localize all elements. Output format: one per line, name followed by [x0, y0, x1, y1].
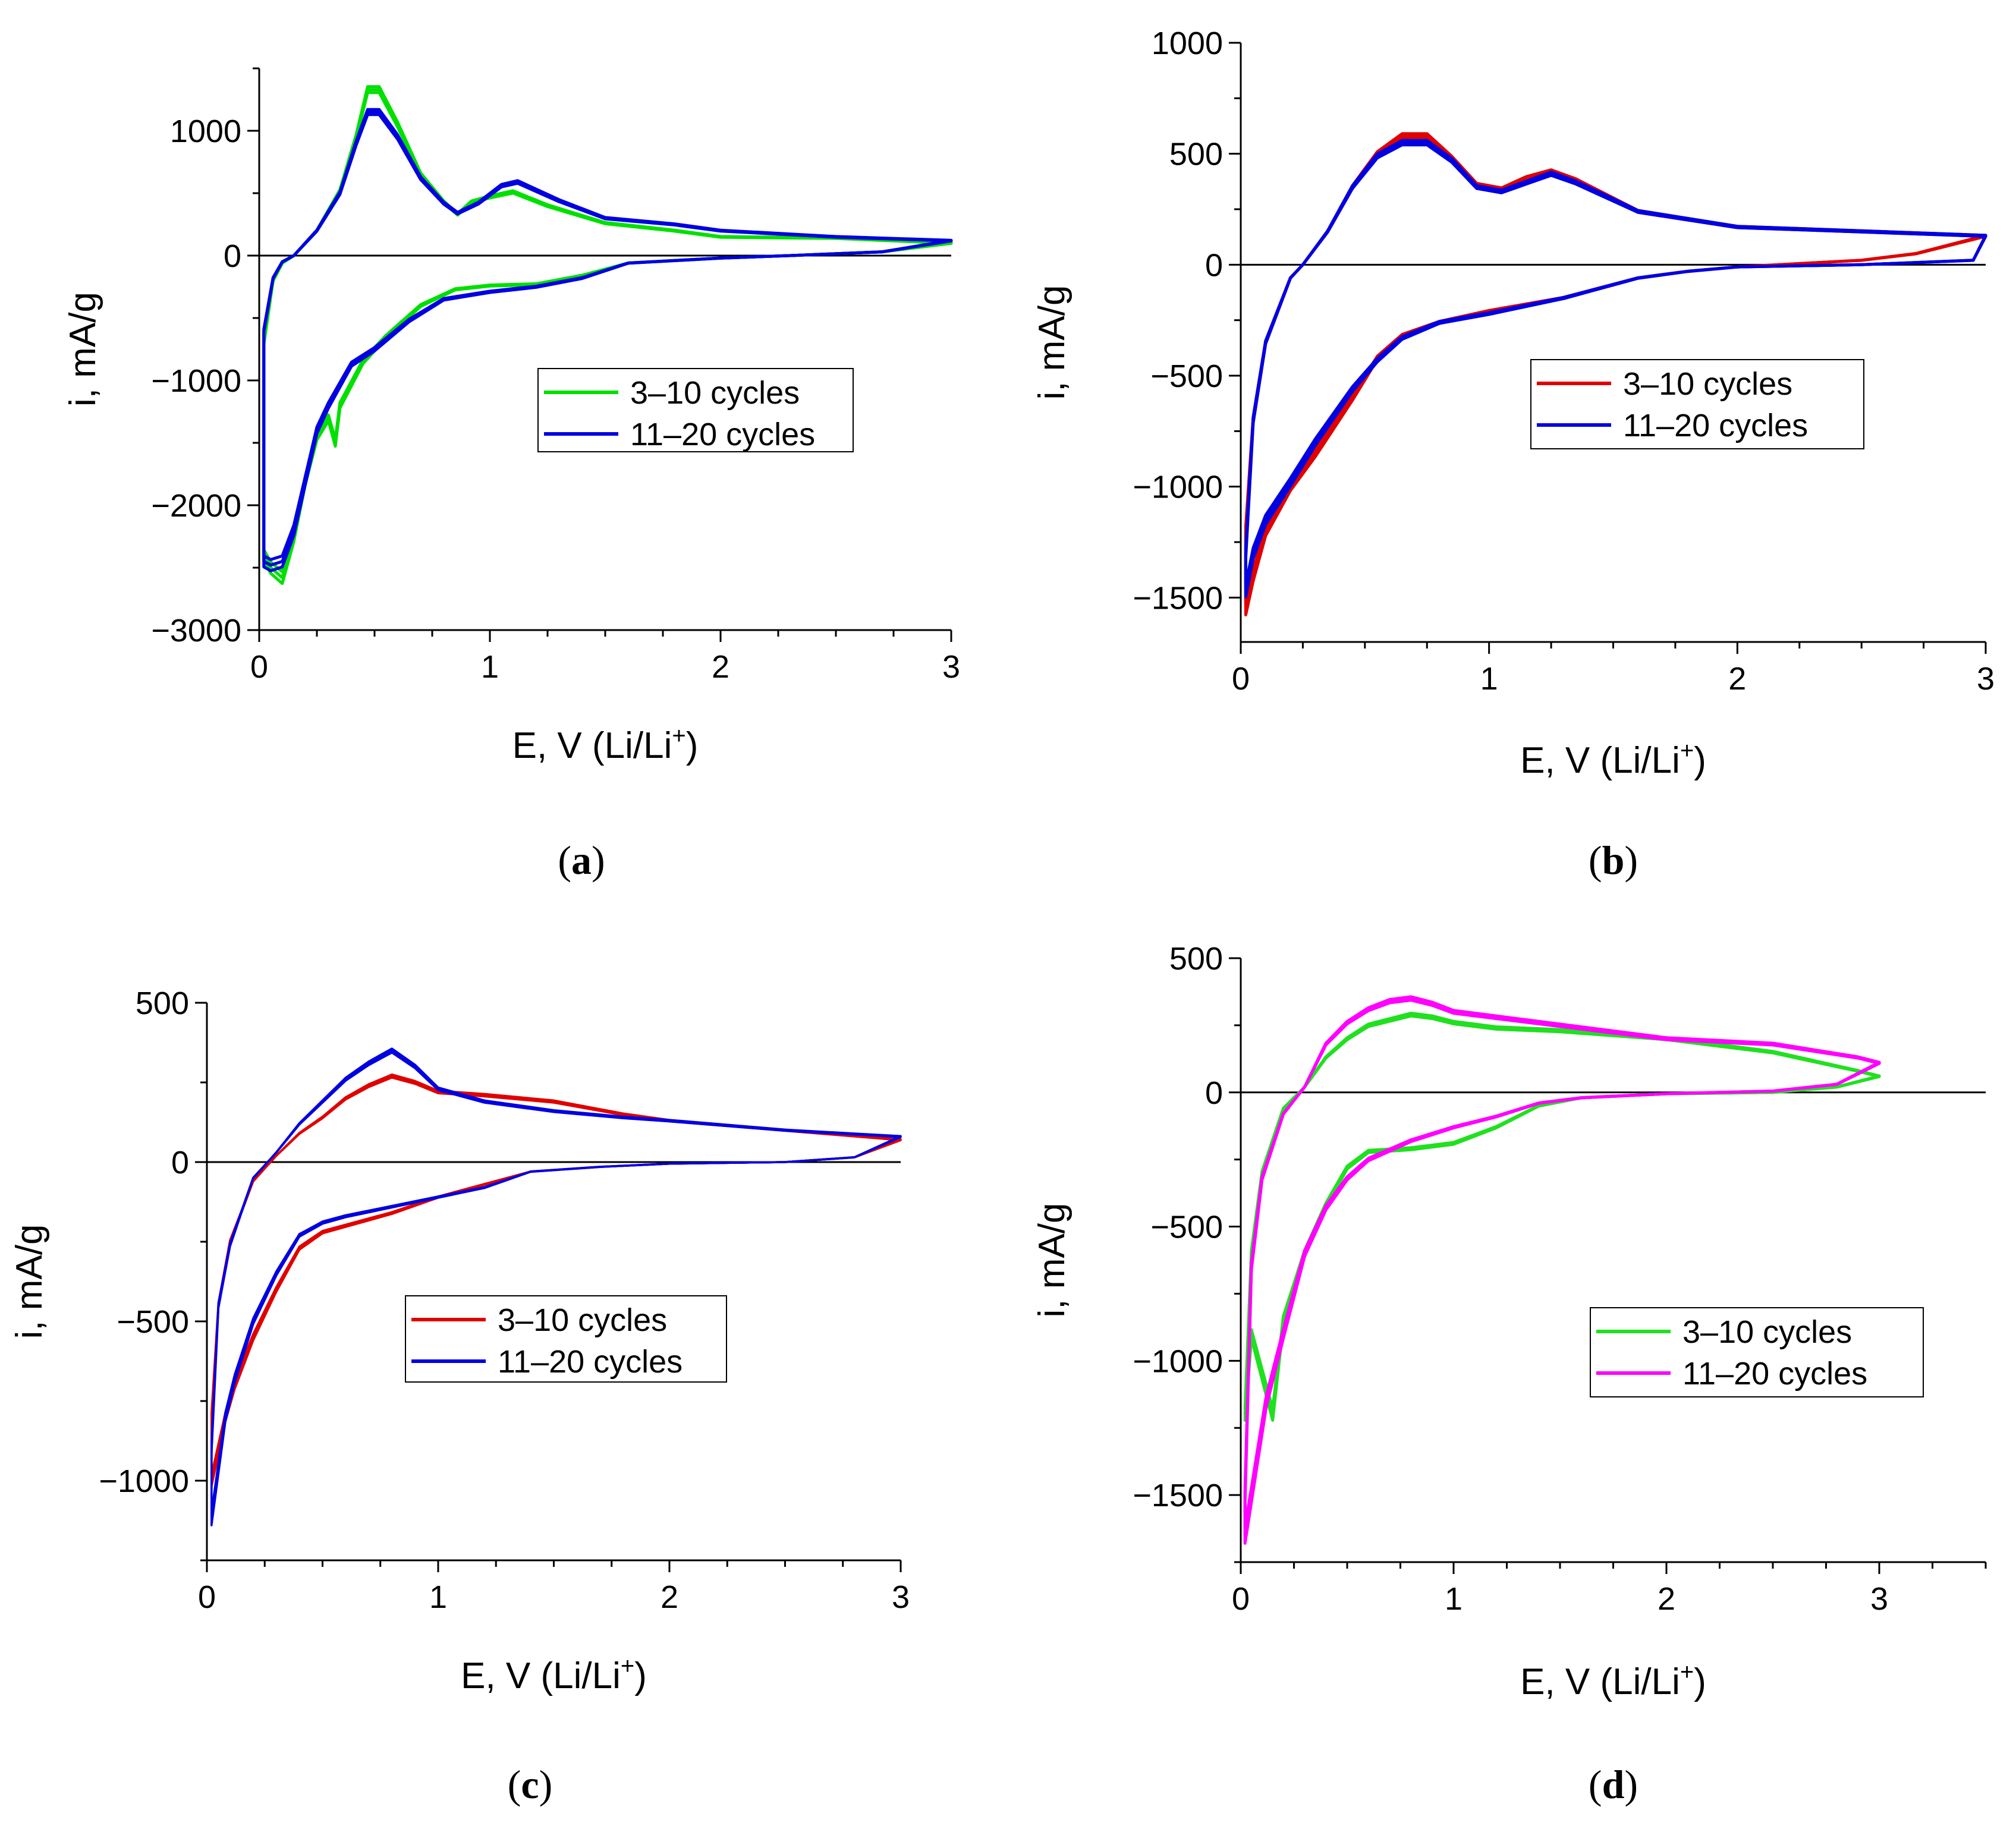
legend-box: [537, 368, 854, 452]
x-tick-label: 1: [481, 649, 499, 685]
legend-label: 3–10 cycles: [1682, 1314, 1852, 1350]
legend-label: 11–20 cycles: [630, 417, 815, 452]
legend-label: 11–20 cycles: [1682, 1356, 1867, 1392]
series-line-cycles-11-20: [210, 1047, 902, 1526]
y-axis-label: i, mA/g: [62, 292, 103, 407]
legend: 3–10 cycles 11–20 cycles: [1590, 1307, 1924, 1397]
y-tick-label: 1000: [1152, 26, 1223, 61]
x-tick-label: 0: [1232, 1581, 1250, 1617]
legend-box: [1530, 359, 1864, 449]
y-tick-label: −1000: [151, 363, 241, 399]
series-line-cycles-11-20: [262, 113, 953, 561]
x-tick-label: 3: [942, 649, 960, 685]
y-tick-label: 0: [1205, 247, 1223, 283]
x-tick-label: 2: [1728, 661, 1746, 697]
x-tick-label: 3: [892, 1579, 910, 1615]
panel-label: (b): [1589, 838, 1638, 883]
x-tick-label: 0: [198, 1579, 216, 1615]
y-tick-label: 500: [1169, 941, 1223, 977]
series-line-cycles-3-10: [210, 1076, 902, 1477]
legend-label: 3–10 cycles: [630, 375, 800, 411]
panel-label: (d): [1589, 1762, 1638, 1807]
y-tick-label: −500: [1150, 358, 1223, 394]
y-tick-label: 0: [224, 238, 241, 274]
x-axis-label: E, V (Li/Li+): [1520, 1659, 1706, 1702]
y-tick-label: 500: [1169, 137, 1223, 172]
chart-panel-b: 0 1 2 3 −1500 −1000 −500 0 500 1000 E, V (Li/Li+) i…: [1031, 26, 1995, 883]
series-line-cycles-11-20: [1243, 997, 1881, 1537]
x-axis-label: E, V (Li/Li+): [461, 1653, 647, 1696]
legend-label: 3–10 cycles: [498, 1302, 667, 1338]
y-tick-label: −500: [1150, 1210, 1223, 1245]
legend: 3–10 cycles 11–20 cycles: [537, 368, 854, 452]
y-axis-label: i, mA/g: [1031, 285, 1073, 400]
legend-label: 11–20 cycles: [498, 1344, 683, 1380]
x-tick-label: 1: [1480, 661, 1498, 697]
chart-panel-d: 0 1 2 3 −1500 −1000 −500 0 500 E, V (Li/Li+) i, mA…: [1031, 941, 1987, 1807]
x-tick-label: 2: [1658, 1581, 1675, 1617]
legend-box: [405, 1295, 727, 1383]
y-tick-label: −1500: [1133, 580, 1223, 616]
x-axis-label: E, V (Li/Li+): [512, 723, 699, 766]
chart-panel-c: 0 1 2 3 −1000 −500 0 500 E, V (Li/Li+) i, mA/g 3–1…: [9, 986, 910, 1807]
y-tick-label: −500: [117, 1304, 189, 1340]
series-line-cycles-11-20: [1244, 138, 1987, 599]
y-tick-label: −1000: [1133, 1343, 1223, 1379]
chart-panel-a: 0 1 2 3 −3000 −2000 −1000 0 1000 E, V (Li/Li+) i, …: [62, 67, 960, 883]
legend-label: 3–10 cycles: [1623, 366, 1792, 402]
x-tick-label: 0: [250, 649, 268, 685]
panel-label: (a): [558, 838, 605, 883]
x-tick-label: 0: [1232, 661, 1250, 697]
y-tick-label: 1000: [170, 114, 241, 149]
panel-label: (c): [508, 1762, 553, 1807]
y-tick-label: −1000: [99, 1463, 189, 1499]
y-tick-label: −1000: [1133, 470, 1223, 505]
x-tick-label: 3: [1977, 661, 1995, 697]
x-tick-label: 1: [1445, 1581, 1463, 1617]
series-line-cycles-11-20: [262, 108, 953, 572]
y-tick-label: 0: [171, 1145, 189, 1180]
x-tick-label: 2: [712, 649, 729, 685]
x-tick-label: 1: [429, 1579, 447, 1615]
y-tick-label: 500: [136, 986, 189, 1021]
series-line-cycles-3-10: [262, 88, 953, 580]
y-axis-label: i, mA/g: [9, 1224, 50, 1339]
legend: 3–10 cycles 11–20 cycles: [405, 1295, 727, 1383]
y-tick-label: −3000: [151, 613, 241, 649]
series-line-cycles-3-10: [262, 91, 953, 574]
y-tick-label: 0: [1205, 1075, 1223, 1111]
legend-box: [1590, 1307, 1924, 1397]
legend: 3–10 cycles 11–20 cycles: [1530, 359, 1864, 449]
series-line-cycles-3-10: [262, 85, 953, 585]
series-line-cycles-11-20: [1243, 999, 1881, 1529]
y-tick-label: −1500: [1133, 1478, 1223, 1513]
y-tick-label: −2000: [151, 488, 241, 524]
x-axis-label: E, V (Li/Li+): [1520, 738, 1706, 781]
series-line-cycles-11-20: [1243, 995, 1881, 1545]
x-tick-label: 3: [1870, 1581, 1888, 1617]
series-line-cycles-3-10: [210, 1075, 902, 1482]
series-line-cycles-11-20: [262, 111, 953, 567]
x-tick-label: 2: [661, 1579, 678, 1615]
series-line-cycles-3-10: [210, 1073, 902, 1488]
y-axis-label: i, mA/g: [1031, 1203, 1073, 1318]
legend-label: 11–20 cycles: [1623, 408, 1808, 443]
